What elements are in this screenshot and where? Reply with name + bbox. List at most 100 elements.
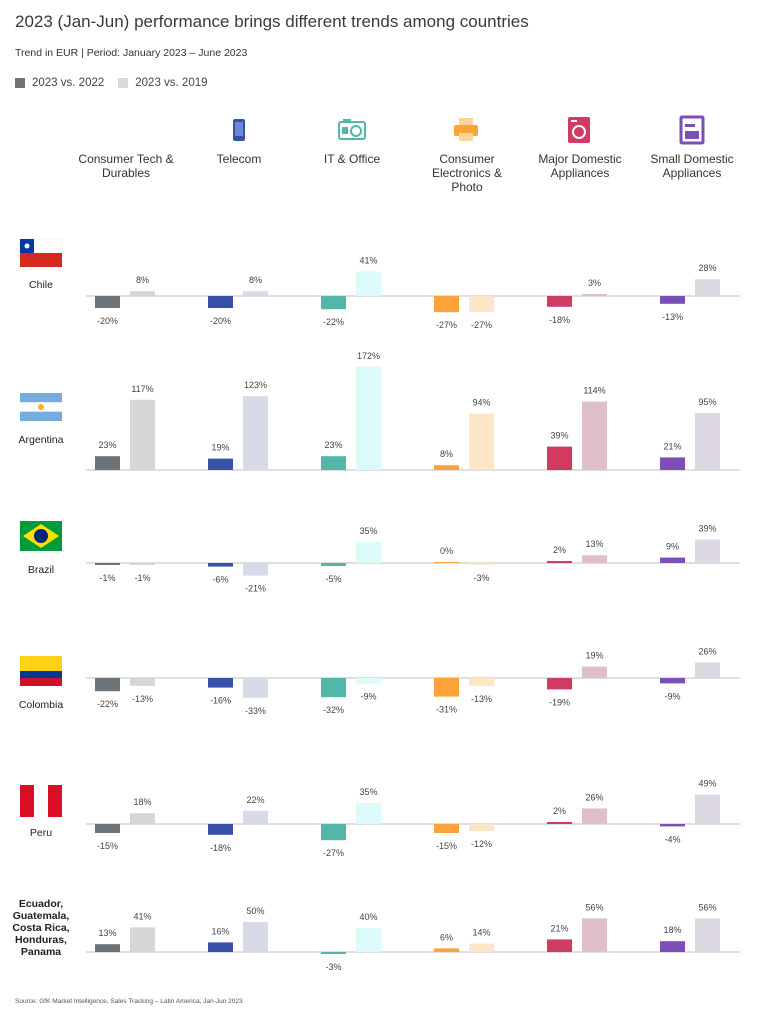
- brazil-flag-icon: [20, 521, 62, 551]
- bar: [95, 456, 120, 470]
- washing-machine-icon: [568, 117, 590, 143]
- source-note: Source: GfK Market Intelligence, Sales T…: [15, 998, 243, 1005]
- data-label: 9%: [666, 542, 679, 552]
- category-label: Telecom: [217, 152, 262, 166]
- data-label: 21%: [663, 441, 681, 451]
- bar: [208, 824, 233, 835]
- bar: [321, 563, 346, 566]
- bar: [547, 561, 572, 563]
- data-label: -18%: [549, 315, 570, 325]
- data-label: -33%: [245, 706, 266, 716]
- bar: [208, 942, 233, 952]
- bar: [208, 563, 233, 567]
- data-label: 8%: [136, 275, 149, 285]
- data-label: 13%: [585, 539, 603, 549]
- data-label: 23%: [324, 440, 342, 450]
- bar: [95, 296, 120, 308]
- country-label: Chile: [29, 279, 53, 291]
- bar: [130, 291, 155, 296]
- data-label: 18%: [133, 797, 151, 807]
- bar: [243, 678, 268, 698]
- bar: [695, 279, 720, 296]
- category-label: Appliances: [663, 166, 722, 180]
- data-label: -5%: [325, 574, 341, 584]
- data-label: 56%: [585, 902, 603, 912]
- bar: [95, 563, 120, 565]
- bar: [582, 808, 607, 824]
- bar: [208, 458, 233, 470]
- data-label: 39%: [550, 431, 568, 441]
- legend-label-2019: 2023 vs. 2019: [135, 77, 208, 89]
- bar: [547, 822, 572, 824]
- data-label: -13%: [132, 694, 153, 704]
- bar: [582, 401, 607, 470]
- data-label: 3%: [588, 278, 601, 288]
- bar: [547, 678, 572, 690]
- data-label: 49%: [698, 779, 716, 789]
- data-label: 16%: [211, 926, 229, 936]
- data-label: 41%: [359, 255, 377, 265]
- bar: [434, 948, 459, 952]
- data-label: -13%: [662, 312, 683, 322]
- bar: [547, 446, 572, 470]
- legend-swatch-2019: [118, 78, 129, 88]
- legend-label-2022: 2023 vs. 2022: [32, 77, 105, 89]
- bar: [695, 539, 720, 563]
- bar: [356, 366, 381, 470]
- data-label: 40%: [359, 912, 377, 922]
- data-label: 8%: [249, 275, 262, 285]
- data-label: 19%: [211, 443, 229, 453]
- bar: [582, 294, 607, 296]
- bar: [321, 296, 346, 310]
- bar: [130, 927, 155, 952]
- bar: [321, 952, 346, 954]
- bar: [243, 396, 268, 470]
- data-label: -19%: [549, 697, 570, 707]
- category-label: Major Domestic: [538, 152, 621, 166]
- bar: [469, 413, 494, 470]
- data-label: -12%: [471, 839, 492, 849]
- bar: [243, 291, 268, 296]
- data-label: -1%: [99, 573, 115, 583]
- data-label: 28%: [698, 263, 716, 273]
- colombia-flag-icon: [20, 656, 62, 686]
- bar: [243, 563, 268, 576]
- data-label: -15%: [97, 841, 118, 851]
- category-label: IT & Office: [324, 152, 381, 166]
- bar: [434, 824, 459, 833]
- data-label: -20%: [97, 316, 118, 326]
- data-label: 114%: [583, 386, 605, 396]
- bar: [95, 824, 120, 833]
- data-label: -22%: [323, 317, 344, 327]
- bar: [660, 678, 685, 684]
- bar: [321, 456, 346, 470]
- data-label: 50%: [246, 906, 264, 916]
- bar: [208, 296, 233, 308]
- data-label: 117%: [131, 384, 153, 394]
- category-label: Small Domestic: [650, 152, 733, 166]
- data-label: -3%: [473, 573, 489, 583]
- bar: [695, 794, 720, 824]
- bar: [356, 678, 381, 684]
- data-label: -1%: [134, 573, 150, 583]
- bar: [130, 813, 155, 824]
- data-label: -3%: [325, 962, 341, 972]
- data-label: -27%: [471, 320, 492, 330]
- data-label: -16%: [210, 696, 231, 706]
- data-label: 21%: [550, 923, 568, 933]
- data-label: 26%: [698, 646, 716, 656]
- data-label: 39%: [698, 524, 716, 534]
- country-label: Costa Rica,: [12, 922, 69, 934]
- bar: [469, 678, 494, 686]
- data-label: -27%: [323, 848, 344, 858]
- bar: [469, 563, 494, 565]
- data-label: -20%: [210, 316, 231, 326]
- data-label: -9%: [664, 691, 680, 701]
- bar: [547, 296, 572, 307]
- category-label: Durables: [102, 166, 150, 180]
- country-label: Ecuador,: [19, 898, 63, 910]
- legend-swatch-2022: [15, 78, 25, 88]
- chart-legend: 2023 vs. 2022 2023 vs. 2019: [15, 77, 222, 89]
- bar: [434, 678, 459, 697]
